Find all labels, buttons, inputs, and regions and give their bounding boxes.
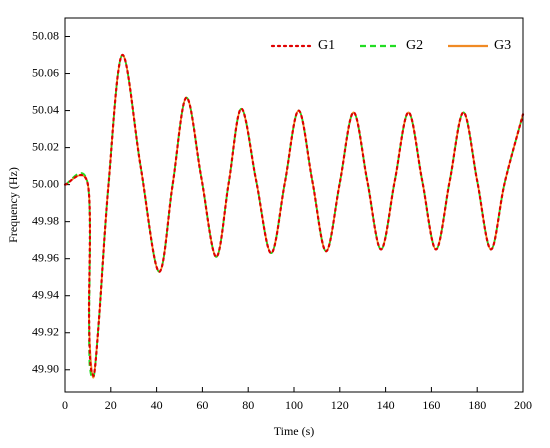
legend-label: G2 bbox=[406, 38, 423, 53]
series-line bbox=[64, 54, 524, 379]
series-line bbox=[63, 53, 525, 378]
y-tick-label: 49.90 bbox=[32, 362, 59, 376]
x-tick-label: 200 bbox=[514, 398, 532, 412]
x-tick-label: 120 bbox=[331, 398, 349, 412]
x-tick-label: 140 bbox=[377, 398, 395, 412]
y-tick-label: 49.92 bbox=[32, 325, 59, 339]
y-tick-label: 49.98 bbox=[32, 213, 59, 227]
series-line bbox=[64, 54, 524, 379]
y-tick-label: 49.96 bbox=[32, 250, 59, 264]
x-tick-label: 180 bbox=[468, 398, 486, 412]
y-tick-label: 49.94 bbox=[32, 287, 59, 301]
x-tick-label: 160 bbox=[422, 398, 440, 412]
legend-label: G3 bbox=[494, 38, 511, 53]
x-axis-label: Time (s) bbox=[274, 424, 315, 438]
y-tick-label: 50.06 bbox=[32, 65, 59, 79]
y-tick-label: 50.08 bbox=[32, 28, 59, 42]
x-tick-label: 20 bbox=[105, 398, 117, 412]
plot-frame bbox=[64, 17, 524, 393]
legend-label: G1 bbox=[318, 38, 335, 53]
y-tick-label: 50.04 bbox=[32, 102, 59, 116]
x-tick-label: 100 bbox=[285, 398, 303, 412]
y-tick-label: 50.02 bbox=[32, 139, 59, 153]
x-tick-label: 40 bbox=[151, 398, 163, 412]
y-axis-label: Frequency (Hz) bbox=[6, 167, 20, 243]
x-tick-label: 80 bbox=[242, 398, 254, 412]
x-tick-label: 0 bbox=[62, 398, 68, 412]
x-tick-label: 60 bbox=[196, 398, 208, 412]
y-tick-label: 50.00 bbox=[32, 176, 59, 190]
